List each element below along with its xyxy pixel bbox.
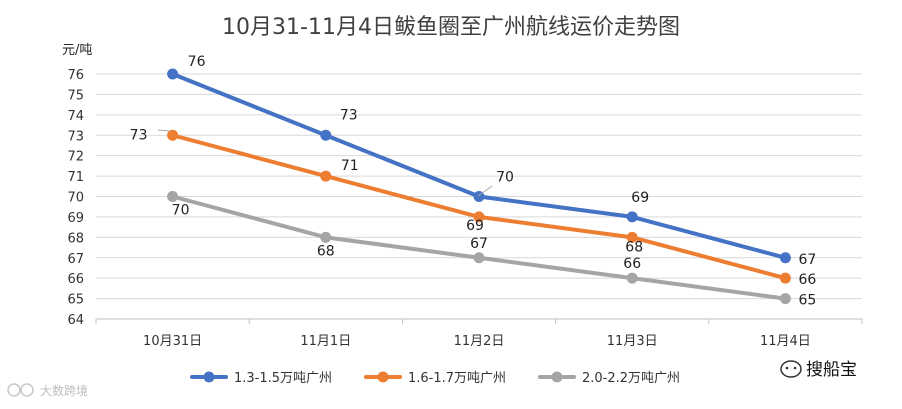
- y-tick-label: 71: [67, 170, 84, 185]
- watermark-logo-icon: [7, 383, 34, 397]
- legend-marker: [377, 371, 389, 383]
- x-tick-label: 11月4日: [760, 334, 811, 349]
- leader-line: [477, 185, 493, 197]
- y-tick-label: 74: [67, 109, 84, 124]
- data-point: [320, 170, 332, 182]
- x-tick-label: 11月3日: [607, 334, 658, 349]
- x-tick-label: 11月1日: [300, 334, 351, 349]
- data-label: 66: [623, 256, 641, 272]
- y-tick-label: 66: [67, 272, 84, 287]
- data-label: 66: [798, 272, 816, 288]
- wechat-icon: [780, 360, 802, 378]
- legend-label: 2.0-2.2万吨广州: [582, 371, 680, 386]
- y-tick-label: 70: [67, 191, 84, 206]
- data-label: 76: [188, 54, 206, 70]
- series-lines: [167, 68, 791, 305]
- y-tick-label: 75: [67, 88, 84, 103]
- y-tick-label: 68: [67, 231, 84, 246]
- legend: 1.3-1.5万吨广州 1.6-1.7万吨广州 2.0-2.2万吨广州: [190, 371, 680, 386]
- data-point: [320, 231, 332, 243]
- watermark-right-text: 搜船宝: [806, 360, 857, 380]
- data-point: [779, 293, 791, 305]
- y-tick-label: 65: [67, 293, 84, 308]
- data-label: 69: [466, 218, 484, 234]
- y-tick-label: 73: [67, 129, 84, 144]
- leader-line: [157, 129, 171, 132]
- data-label: 67: [798, 252, 816, 268]
- y-tick-label: 72: [67, 150, 84, 165]
- y-tick-label: 69: [67, 211, 84, 226]
- data-label: 73: [130, 127, 148, 143]
- x-tick-label: 10月31日: [143, 334, 202, 349]
- data-point: [167, 191, 179, 202]
- data-point: [626, 211, 638, 223]
- data-label: 65: [798, 293, 816, 309]
- legend-label: 1.6-1.7万吨广州: [408, 371, 506, 386]
- data-point: [167, 129, 179, 141]
- y-axis-ticks: 64 65 66 67 68 69 70 71 72 73 74 75 76: [67, 68, 84, 328]
- y-tick-label: 76: [67, 68, 84, 83]
- data-point: [167, 68, 179, 80]
- watermark-left: 大数跨境: [7, 383, 88, 398]
- data-point: [320, 129, 332, 141]
- data-point: [473, 252, 485, 264]
- y-tick-label: 67: [67, 252, 84, 267]
- data-label: 67: [470, 236, 488, 252]
- data-label: 70: [496, 170, 514, 186]
- watermark-right: 搜船宝: [780, 360, 857, 380]
- data-label: 69: [631, 190, 649, 206]
- data-label: 68: [317, 243, 335, 259]
- chart-title: 10月31-11月4日鲅鱼圈至广州航线运价走势图: [222, 15, 680, 40]
- legend-marker: [203, 371, 215, 383]
- data-point: [473, 211, 485, 223]
- legend-marker: [551, 371, 563, 383]
- y-axis-unit: 元/吨: [62, 43, 92, 58]
- data-label: 71: [341, 158, 359, 174]
- data-point: [626, 272, 638, 284]
- x-axis: 10月31日 11月1日 11月2日 11月3日 11月4日: [95, 318, 863, 349]
- data-point: [779, 252, 791, 264]
- data-label: 68: [625, 239, 643, 255]
- data-label: 73: [340, 107, 358, 123]
- y-tick-label: 64: [67, 313, 84, 328]
- data-point: [626, 231, 638, 243]
- watermark-left-text: 大数跨境: [40, 383, 88, 398]
- legend-label: 1.3-1.5万吨广州: [234, 371, 332, 386]
- data-label: 70: [172, 203, 190, 219]
- x-tick-label: 11月2日: [454, 334, 505, 349]
- data-point: [779, 272, 791, 284]
